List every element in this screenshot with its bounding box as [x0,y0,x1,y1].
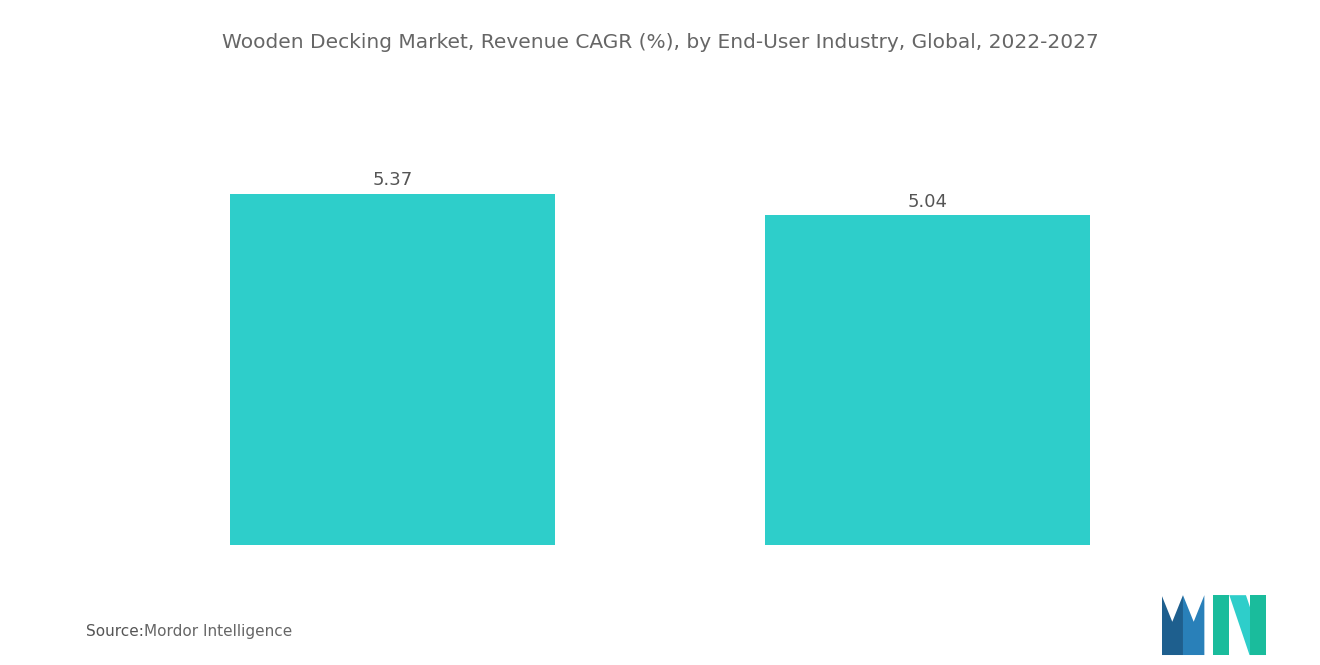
Polygon shape [1213,595,1229,655]
Polygon shape [1183,595,1204,655]
Polygon shape [1229,595,1266,655]
Polygon shape [1250,595,1266,655]
Text: Wooden Decking Market, Revenue CAGR (%), by End-User Industry, Global, 2022-2027: Wooden Decking Market, Revenue CAGR (%),… [222,33,1098,53]
Text: 5.37: 5.37 [372,171,413,189]
Text: 5.04: 5.04 [907,193,948,211]
Bar [230,194,556,545]
Polygon shape [1162,595,1183,655]
Bar [764,215,1090,545]
Text: Source:: Source: [86,624,144,639]
Text: Mordor Intelligence: Mordor Intelligence [144,624,292,639]
